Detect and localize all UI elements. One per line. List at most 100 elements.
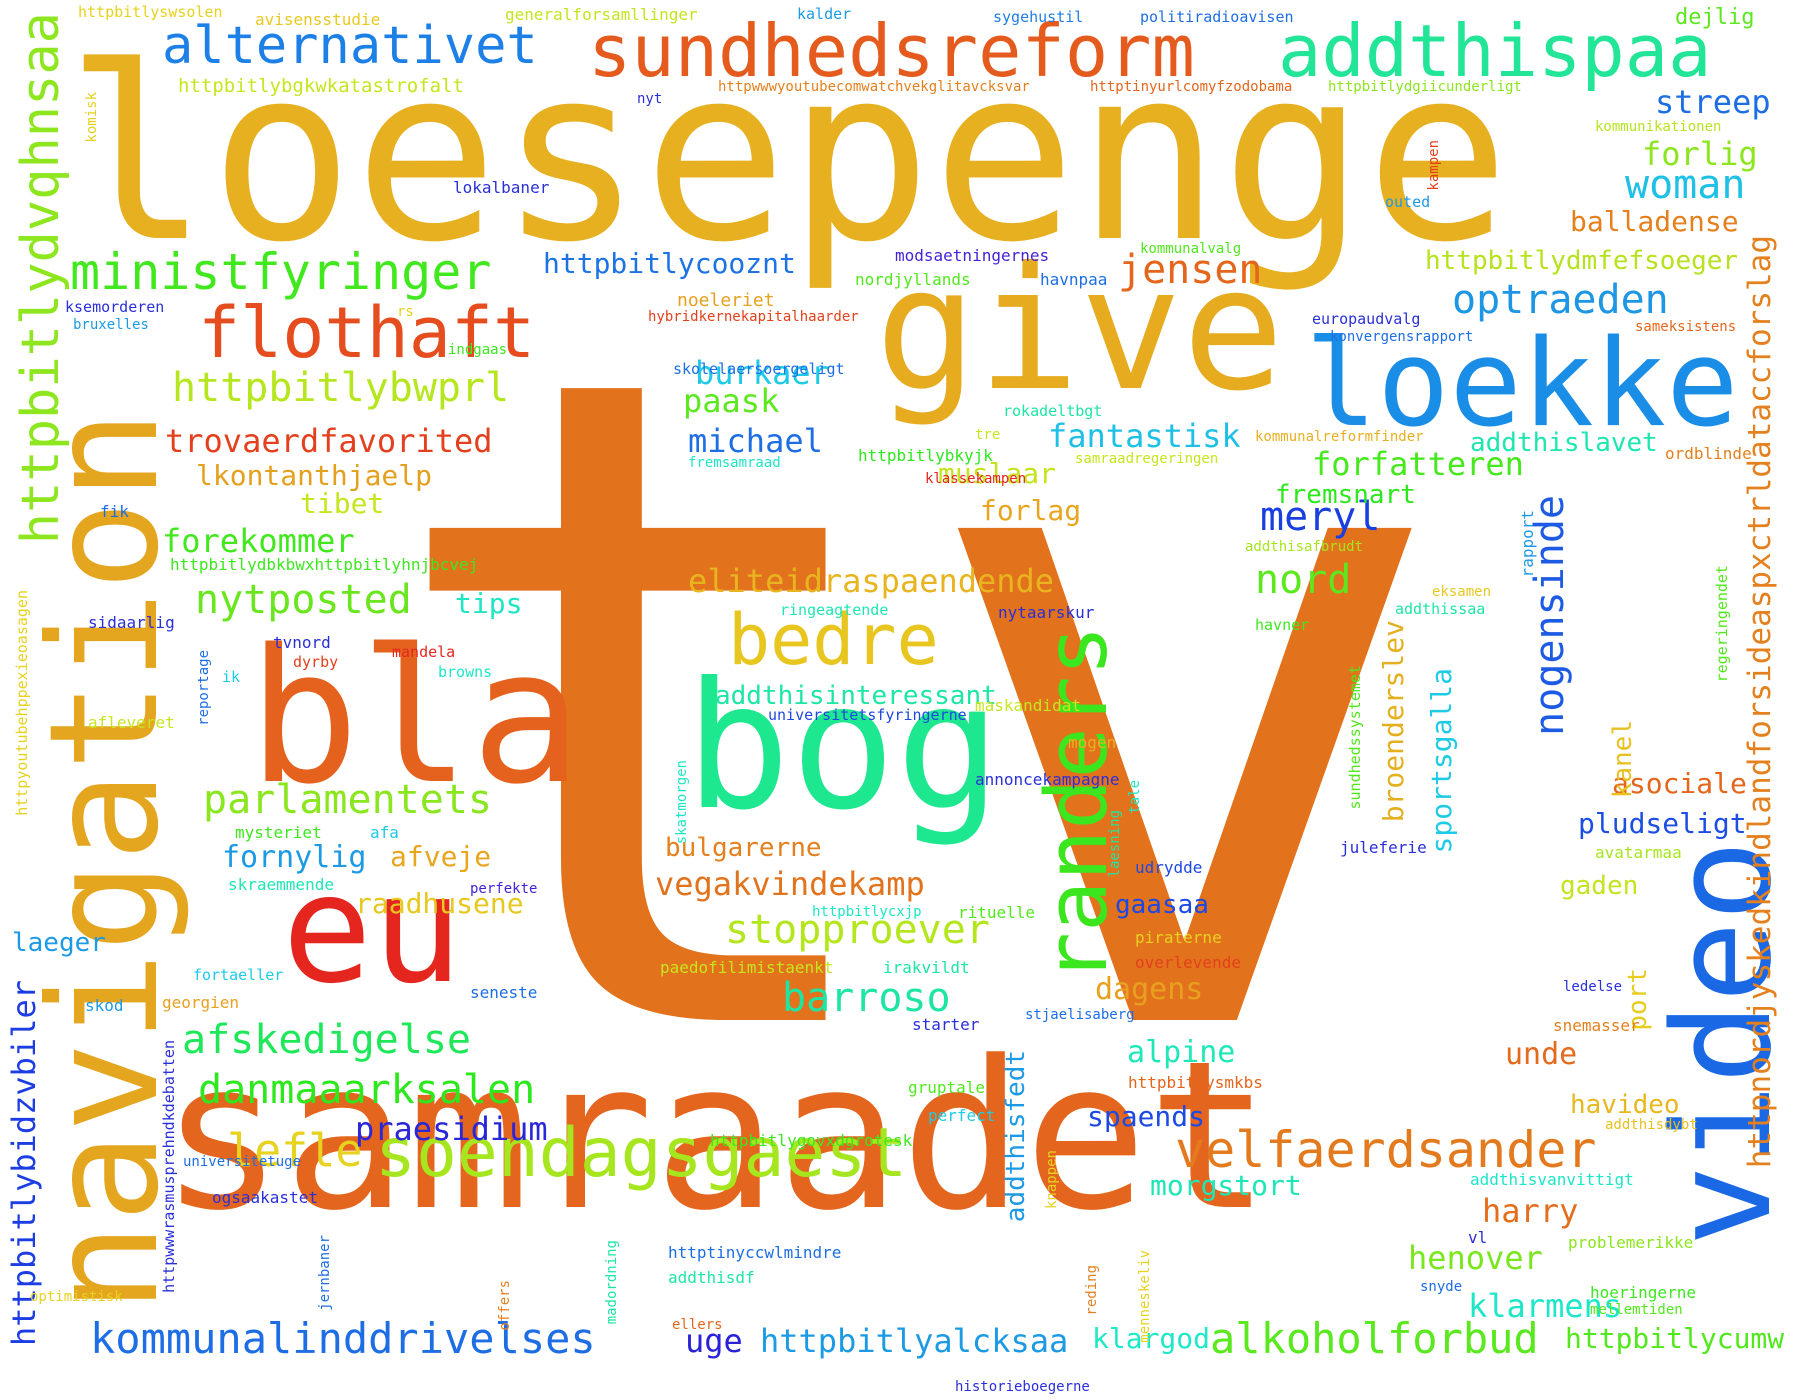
word-httpbitlycxjp: httpbitlycxjp <box>812 904 922 920</box>
word-alpine: alpine <box>1127 1035 1236 1070</box>
word-give: give <box>875 231 1285 429</box>
word-ksemorderen: ksemorderen <box>65 298 165 316</box>
word-bedre: bedre <box>728 599 939 681</box>
word-reportage: reportage <box>196 650 212 726</box>
word-kalder: kalder <box>797 5 852 23</box>
word-alkoholforbud: alkoholforbud <box>1210 1314 1539 1363</box>
word-rokadeltbgt: rokadeltbgt <box>1003 402 1103 420</box>
word-skolelaersoergeligt: skolelaersoergeligt <box>673 360 845 378</box>
word-ik: ik <box>222 668 241 686</box>
word-loesepenge: loesepenge <box>65 15 1510 295</box>
word-broenderslev: broenderslev <box>1377 620 1410 823</box>
word-fremsnart: fremsnart <box>1275 480 1416 510</box>
word-httpbitlydbkbwxhttpbitlyhnjbcvej: httpbitlydbkbwxhttpbitlyhnjbcvej <box>170 555 479 574</box>
word-sundhedsreform: sundhedsreform <box>588 9 1195 93</box>
word-knappen: knappen <box>1044 1150 1060 1210</box>
word-fornylig: fornylig <box>222 840 367 875</box>
word-httpbitlydgiicunderligt: httpbitlydgiicunderligt <box>1328 79 1522 95</box>
word-konvergensrapport: konvergensrapport <box>1330 329 1474 345</box>
word-fantastisk: fantastisk <box>1048 417 1241 455</box>
word-addthisfedt: addthisfedt <box>1001 1050 1031 1223</box>
word-sportsgalla: sportsgalla <box>1425 668 1458 854</box>
word-overlevende: overlevende <box>1135 953 1241 972</box>
word-httpbitlycooznt: httpbitlycooznt <box>543 247 796 280</box>
word-rituelle: rituelle <box>958 903 1036 922</box>
word-skod: skod <box>85 996 124 1015</box>
word-addthissaa: addthissaa <box>1395 600 1486 618</box>
word-kanel: kanel <box>1608 720 1638 799</box>
word-regeringendet: regeringendet <box>1713 565 1731 683</box>
word-sameksistens: sameksistens <box>1635 319 1737 335</box>
word-samraadet: samraadet <box>160 1018 1271 1256</box>
word-addthisdybt: addthisdybt <box>1605 1117 1698 1133</box>
word-bulgarerne: bulgarerne <box>665 833 822 863</box>
word-offers: offers <box>497 1280 513 1331</box>
word-jensen: jensen <box>1118 247 1263 293</box>
word-rs: rs <box>397 304 414 320</box>
word-reding: reding <box>1084 1265 1100 1316</box>
word-optimistisk: optimistisk <box>30 1289 123 1305</box>
word-ministfyringer: ministfyringer <box>70 243 492 301</box>
word-uge: uge <box>685 1322 743 1360</box>
word-snemasser: snemasser <box>1553 1016 1640 1035</box>
word-sidaarlig: sidaarlig <box>88 613 175 632</box>
word-gaasaa: gaasaa <box>1115 890 1209 920</box>
word-hoeringerne: hoeringerne <box>1590 1283 1696 1302</box>
word-spaends: spaends <box>1087 1100 1206 1133</box>
word-httptinyccwlmindre: httptinyccwlmindre <box>668 1243 842 1262</box>
word-forfatteren: forfatteren <box>1312 445 1524 483</box>
word-mogen: mogen <box>1068 733 1117 752</box>
word-unde: unde <box>1505 1037 1578 1072</box>
word-avisensstudie: avisensstudie <box>255 10 381 29</box>
word-paedofilimistaenkt: paedofilimistaenkt <box>660 958 834 977</box>
word-tale: tale <box>1127 780 1143 814</box>
word-httpwwwrasmusprehndkdebatten: httpwwwrasmusprehndkdebatten <box>160 1040 178 1293</box>
word-piraterne: piraterne <box>1135 928 1222 947</box>
word-tibet: tibet <box>300 487 385 520</box>
word-httpbitlydmfefsoeger: httpbitlydmfefsoeger <box>1425 246 1739 276</box>
word-muslaar: muslaar <box>938 457 1057 490</box>
word-httpbitlybkyjk: httpbitlybkyjk <box>858 446 993 465</box>
word-snyde: snyde <box>1420 1279 1463 1295</box>
word-udrydde: udrydde <box>1135 858 1203 877</box>
word-jernbaner: jernbaner <box>317 1235 333 1311</box>
word-woman: woman <box>1625 162 1746 208</box>
word-burkaer: burkaer <box>695 354 830 392</box>
word-mysteriet: mysteriet <box>235 823 322 842</box>
word-havideo: havideo <box>1570 1090 1680 1120</box>
word-ellers: ellers <box>672 1317 723 1333</box>
word-stopproever: stopproever <box>725 907 990 953</box>
word-afa: afa <box>370 823 399 842</box>
word-httpbitlybgkwkatastrofalt: httpbitlybgkwkatastrofalt <box>178 75 464 97</box>
word-afskedigelse: afskedigelse <box>182 1017 471 1063</box>
word-tre: tre <box>975 427 1001 443</box>
word-httpbitlycumw: httpbitlycumw <box>1565 1322 1785 1355</box>
word-httptinyurlcomyfzodobama: httptinyurlcomyfzodobama <box>1090 79 1293 95</box>
word-dagens: dagens <box>1095 972 1204 1007</box>
word-havner: havner <box>1255 616 1310 634</box>
word-europaudvalg: europaudvalg <box>1312 310 1421 328</box>
word-perfect: perfect <box>928 1106 996 1125</box>
word-afleveret: afleveret <box>88 713 175 732</box>
word-bog: bog <box>685 646 1002 849</box>
word-mandela: mandela <box>392 643 456 661</box>
word-ordblinde: ordblinde <box>1665 444 1752 463</box>
word-michael: michael <box>688 422 823 460</box>
word-fortaeller: fortaeller <box>193 966 284 984</box>
word-httpwwwyoutubecomwatchvekglitavcksvar: httpwwwyoutubecomwatchvekglitavcksvar <box>718 79 1030 95</box>
word-httpbitlysmkbs: httpbitlysmkbs <box>1128 1073 1263 1092</box>
word-henover: henover <box>1408 1239 1543 1277</box>
word-maskandidat: maskandidat <box>975 696 1081 715</box>
word-fremsamraad: fremsamraad <box>688 455 781 471</box>
word-httpbitlygovxdgrotesk: httpbitlygovxdgrotesk <box>710 1131 913 1150</box>
word-eksamen: eksamen <box>1432 584 1492 600</box>
word-addthisvanvittigt: addthisvanvittigt <box>1470 1170 1634 1189</box>
word-tvnord: tvnord <box>273 633 331 652</box>
word-httpbitlybwprl: httpbitlybwprl <box>172 365 510 411</box>
word-nordjyllands: nordjyllands <box>855 270 971 289</box>
word-havnpaa: havnpaa <box>1040 270 1108 289</box>
word-optraeden: optraeden <box>1452 277 1669 323</box>
word-lkontanthjaelp: lkontanthjaelp <box>196 459 433 492</box>
word-kommunikationen: kommunikationen <box>1595 119 1722 135</box>
word-gruptale: gruptale <box>908 1078 986 1097</box>
